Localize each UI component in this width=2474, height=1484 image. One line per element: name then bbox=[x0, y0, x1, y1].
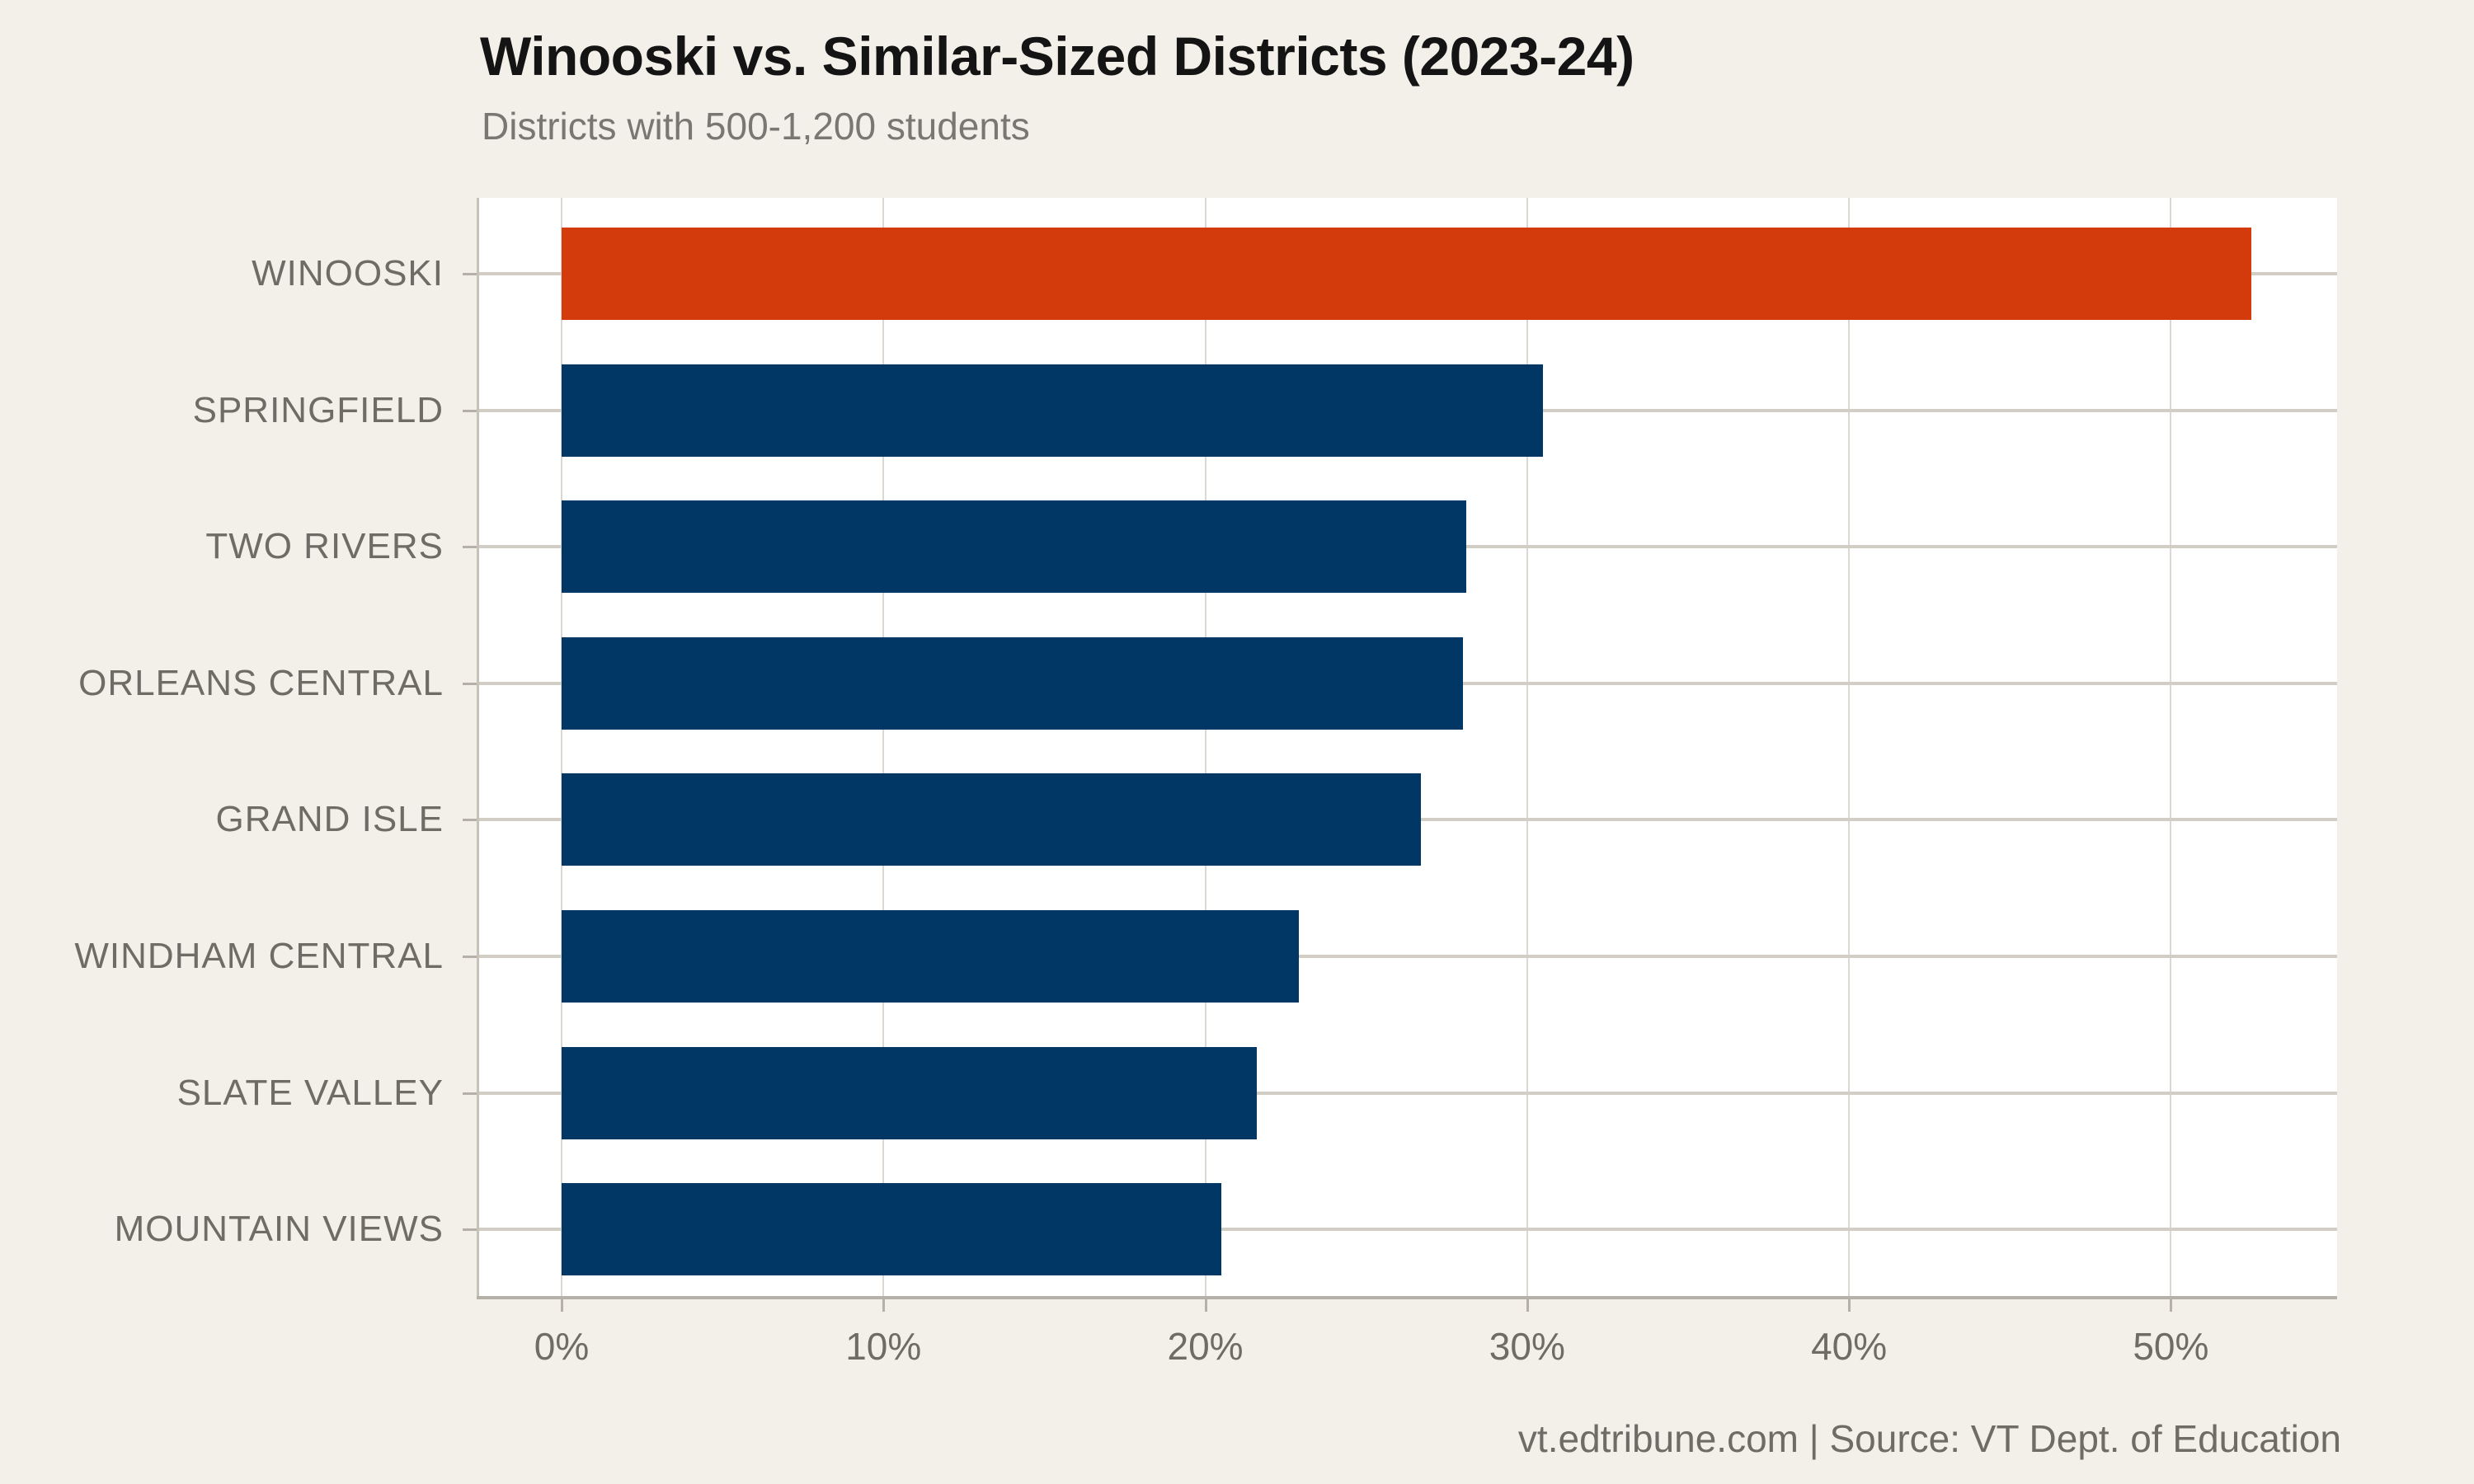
x-tick-label-30: 30% bbox=[1489, 1325, 1565, 1368]
source-attribution: vt.edtribune.com | Source: VT Dept. of E… bbox=[1517, 1417, 2341, 1460]
bar-orleans-central bbox=[562, 636, 1463, 730]
y-label-windham-central: WINDHAM CENTRAL bbox=[74, 936, 444, 976]
x-tick-label-40: 40% bbox=[1811, 1325, 1888, 1368]
y-axis-labels: WINOOSKI SPRINGFIELD TWO RIVERS ORLEANS CEN… bbox=[0, 198, 444, 1298]
y-axis-tick-two-rivers bbox=[463, 546, 477, 549]
gridline-category-mountain-views bbox=[477, 1228, 2337, 1232]
gridline-category-slate-valley bbox=[477, 1091, 2337, 1095]
bar-slate-valley bbox=[562, 1046, 1257, 1139]
gridline-vertical-10 bbox=[882, 198, 885, 1298]
y-axis-tick-orleans-central bbox=[463, 682, 477, 685]
x-axis-tick-50 bbox=[2170, 1298, 2173, 1312]
gridline-vertical-50 bbox=[2170, 198, 2172, 1298]
y-label-mountain-views: MOUNTAIN VIEWS bbox=[114, 1209, 444, 1250]
y-axis-tick-grand-isle bbox=[463, 819, 477, 822]
chart-subtitle: Districts with 500-1,200 students bbox=[482, 105, 1030, 148]
x-axis-line bbox=[477, 1296, 2337, 1299]
x-tick-label-0: 0% bbox=[534, 1325, 590, 1368]
gridline-vertical-40 bbox=[1848, 198, 1851, 1298]
y-label-slate-valley: SLATE VALLEY bbox=[176, 1072, 444, 1113]
y-axis-tick-mountain-views bbox=[463, 1228, 477, 1232]
y-label-grand-isle: GRAND ISLE bbox=[215, 799, 444, 840]
x-axis-tick-10 bbox=[882, 1298, 886, 1312]
bar-winooski bbox=[562, 228, 2251, 320]
y-axis-line bbox=[477, 198, 479, 1298]
gridline-vertical-20 bbox=[1204, 198, 1206, 1298]
x-axis-tick-0 bbox=[561, 1298, 563, 1312]
y-label-orleans-central: ORLEANS CENTRAL bbox=[78, 662, 444, 703]
x-axis-tick-30 bbox=[1526, 1298, 1529, 1312]
x-axis-tick-20 bbox=[1204, 1298, 1207, 1312]
y-axis-tick-winooski bbox=[463, 273, 477, 275]
bar-grand-isle bbox=[562, 773, 1422, 866]
y-axis-tick-windham-central bbox=[463, 956, 477, 958]
y-axis-tick-springfield bbox=[463, 409, 477, 412]
gridline-category-windham-central bbox=[477, 955, 2337, 958]
x-tick-label-50: 50% bbox=[2133, 1325, 2209, 1368]
bar-mountain-views bbox=[562, 1183, 1222, 1276]
y-label-winooski: WINOOSKI bbox=[252, 253, 444, 294]
gridline-vertical-0 bbox=[561, 198, 562, 1298]
plot-area bbox=[477, 198, 2337, 1299]
chart-title: Winooski vs. Similar-Sized Districts (20… bbox=[480, 26, 1634, 87]
bar-two-rivers bbox=[562, 500, 1466, 594]
y-label-springfield: SPRINGFIELD bbox=[192, 389, 444, 430]
gridline-vertical-30 bbox=[1526, 198, 1528, 1298]
x-tick-label-10: 10% bbox=[845, 1325, 922, 1368]
x-axis-tick-40 bbox=[1848, 1298, 1851, 1312]
bar-springfield bbox=[562, 364, 1544, 457]
y-label-two-rivers: TWO RIVERS bbox=[205, 526, 444, 567]
y-axis-tick-slate-valley bbox=[463, 1092, 477, 1095]
x-tick-label-20: 20% bbox=[1167, 1325, 1244, 1368]
bar-windham-central bbox=[562, 910, 1299, 1003]
